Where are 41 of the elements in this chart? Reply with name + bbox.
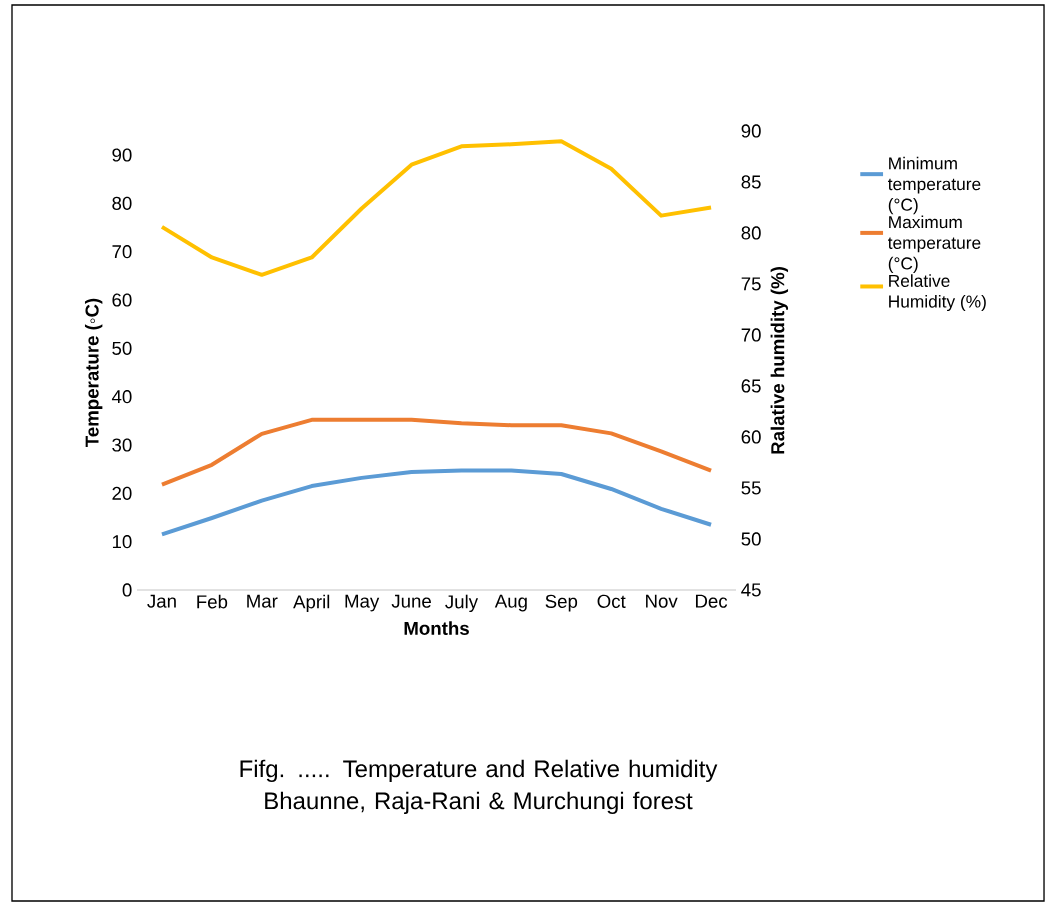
y-axis-title: Temperature (◦C) (84, 298, 103, 447)
x-tick-label: July (445, 594, 479, 613)
line-series (159, 468, 714, 537)
y-tick-label: 90 (112, 148, 132, 162)
x-tick-label: Oct (597, 594, 626, 608)
text: Fifg. ..... Temperature and Relative humidity Bhaunne, Raja-Rani & Murchungi forest (240, 759, 718, 815)
legend-label: Minimum temperature (°C) (887, 156, 981, 215)
x-tick-label: Aug (494, 594, 527, 612)
y2-tick-label: 70 (741, 328, 761, 342)
y2-tick-label: 65 (741, 379, 761, 393)
x-tick-label: Dec (695, 594, 728, 608)
y2-tick-label: 90 (741, 124, 761, 138)
y2-tick-label: 55 (741, 481, 761, 495)
x-tick-label: Mar (247, 594, 278, 608)
x-tick-label: Jan (147, 594, 176, 608)
y-tick-label: 10 (112, 535, 132, 549)
y2-axis-title: Ralative humidity (%) (770, 267, 789, 454)
y-tick-label: 80 (112, 196, 132, 210)
y-tick-label: 50 (112, 341, 132, 355)
y2-tick-label: 80 (741, 226, 761, 240)
x-tick-label: April (293, 594, 330, 613)
x-tick-label: Feb (197, 594, 228, 609)
legend-label: Maximum temperature (°C) (887, 215, 981, 274)
y2-tick-label: 60 (741, 430, 761, 444)
y2-tick-label: 85 (741, 175, 761, 189)
y2-tick-label: 45 (741, 583, 761, 597)
x-tick-label: June (391, 594, 431, 608)
y2-tick-label: 75 (741, 277, 761, 291)
y-tick-label: 60 (112, 293, 132, 307)
legend-label: Relative Humidity (%) (889, 274, 986, 312)
x-tick-label: May (345, 594, 380, 612)
line-series (159, 139, 714, 277)
y-tick-label: 70 (112, 245, 132, 259)
y-tick-label: 40 (111, 390, 132, 404)
y2-tick-label: 50 (741, 532, 761, 546)
x-tick-label: Nov (646, 594, 678, 608)
y-tick-label: 30 (112, 438, 132, 452)
x-tick-label: Sep (545, 594, 578, 612)
y-tick-label: 0 (122, 583, 132, 597)
y-tick-label: 20 (112, 486, 132, 500)
x-axis-title: Months (404, 621, 469, 635)
